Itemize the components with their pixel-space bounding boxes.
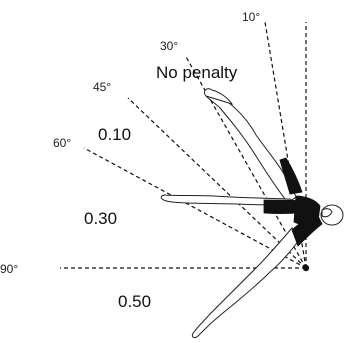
guide-line-45 bbox=[127, 97, 307, 269]
upper-leg-dark-band bbox=[279, 157, 303, 195]
penalty-label-050: 0.50 bbox=[118, 292, 151, 311]
angle-label-45: 45° bbox=[93, 80, 111, 94]
torso bbox=[293, 195, 321, 226]
lower-leg bbox=[191, 227, 303, 339]
face-detail bbox=[321, 208, 333, 218]
penalty-labels: No penalty 0.10 0.30 0.50 bbox=[84, 63, 238, 311]
angle-label-60: 60° bbox=[53, 136, 71, 150]
angle-labels: 10° 30° 45° 60° 90° bbox=[0, 10, 260, 276]
angle-label-30: 30° bbox=[160, 39, 178, 53]
upper-foot bbox=[203, 88, 234, 105]
penalty-label-030: 0.30 bbox=[84, 209, 117, 228]
penalty-label-010: 0.10 bbox=[98, 125, 131, 144]
penalty-label-none: No penalty bbox=[156, 63, 238, 82]
pivot-point bbox=[302, 264, 310, 272]
guide-line-60 bbox=[83, 147, 307, 269]
angle-guide-lines bbox=[60, 21, 307, 269]
gymnast-figure bbox=[160, 88, 344, 339]
angle-label-90: 90° bbox=[0, 262, 18, 276]
upper-leg bbox=[205, 93, 297, 204]
angle-label-10: 10° bbox=[242, 10, 260, 24]
